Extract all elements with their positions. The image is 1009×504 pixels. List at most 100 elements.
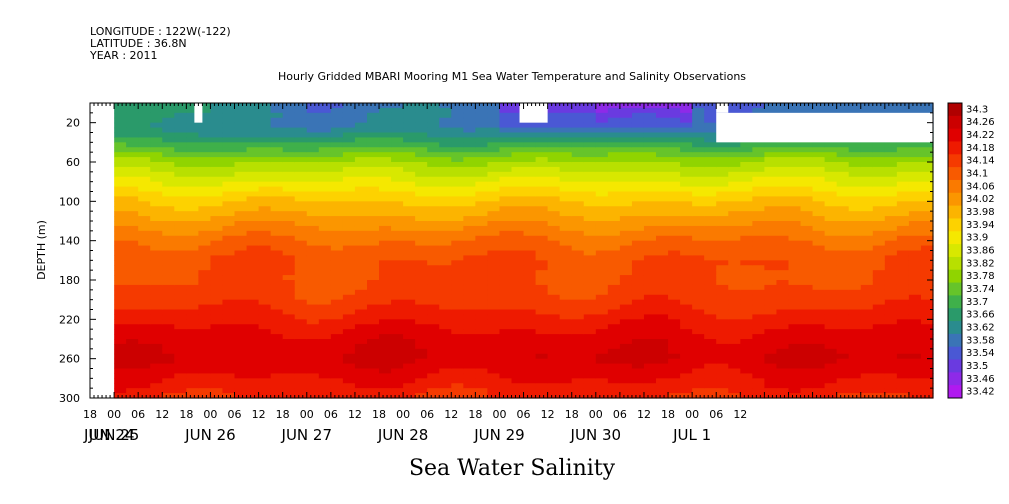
heatmap-cell [800, 166, 814, 173]
heatmap-cell [342, 368, 356, 375]
heatmap-cell [776, 368, 790, 375]
heatmap-cell [860, 152, 874, 158]
heatmap-cell [162, 137, 175, 143]
heatmap-cell [366, 127, 380, 134]
heatmap-cell [475, 127, 489, 134]
heatmap-cell [258, 221, 272, 227]
heatmap-cell [234, 245, 248, 252]
heatmap-cell [427, 270, 440, 276]
heatmap-cell [391, 265, 404, 271]
heatmap-cell [499, 260, 513, 266]
heatmap-cell [631, 289, 645, 296]
heatmap-cell [246, 206, 260, 212]
heatmap-cell [282, 245, 296, 252]
heatmap-cell [427, 393, 440, 399]
heatmap-cell [138, 393, 151, 399]
heatmap-cell [415, 162, 428, 168]
heatmap-cell [198, 304, 212, 311]
heatmap-cell [451, 216, 464, 222]
heatmap-cell [246, 132, 260, 139]
heatmap-cell [282, 142, 296, 148]
heatmap-cell [366, 334, 380, 340]
heatmap-cell [354, 137, 368, 143]
heatmap-cell [415, 122, 428, 129]
heatmap-cell [186, 240, 199, 247]
heatmap-cell [824, 353, 838, 360]
heatmap-cell [800, 373, 814, 379]
heatmap-cell [595, 181, 609, 188]
heatmap-cell [246, 245, 260, 252]
heatmap-cell [258, 329, 272, 335]
heatmap-cell [294, 181, 308, 188]
heatmap-cell [668, 255, 681, 261]
heatmap-cell [114, 117, 127, 124]
heatmap-cell [258, 107, 272, 114]
heatmap-cell [920, 186, 934, 193]
heatmap-cell [126, 206, 139, 212]
heatmap-cell [379, 240, 392, 247]
heatmap-cell [776, 240, 790, 247]
heatmap-cell [668, 275, 681, 281]
heatmap-cell [318, 142, 332, 148]
heatmap-cell [752, 176, 765, 183]
heatmap-cell [258, 265, 272, 271]
heatmap-cell [764, 339, 778, 345]
heatmap-cell [643, 112, 657, 119]
heatmap-cell [788, 171, 802, 178]
heatmap-cell [848, 368, 862, 375]
heatmap-cell [884, 196, 898, 202]
heatmap-cell [824, 206, 838, 212]
heatmap-cell [330, 388, 344, 394]
heatmap-cell [210, 289, 224, 296]
heatmap-cell [391, 196, 404, 202]
heatmap-cell [607, 132, 621, 139]
heatmap-cell [162, 171, 175, 178]
heatmap-cell [150, 373, 163, 379]
heatmap-cell [571, 235, 585, 242]
heatmap-cell [174, 289, 187, 296]
heatmap-cell [439, 339, 452, 345]
heatmap-cell [415, 294, 428, 301]
heatmap-cell [439, 176, 452, 183]
heatmap-cell [643, 329, 657, 335]
heatmap-cell [800, 181, 814, 188]
heatmap-cell [656, 137, 669, 143]
heatmap-cell [270, 112, 284, 119]
heatmap-cell [908, 211, 922, 217]
heatmap-cell [908, 103, 922, 109]
heatmap-cell [812, 211, 826, 217]
heatmap-cell [740, 147, 753, 153]
heatmap-cell [848, 191, 862, 198]
heatmap-cell [234, 284, 248, 291]
heatmap-cell [366, 250, 380, 257]
heatmap-cell [607, 299, 621, 306]
heatmap-cell [595, 112, 609, 119]
heatmap-cell [860, 270, 874, 276]
heatmap-cell [848, 314, 862, 320]
heatmap-cell [896, 107, 910, 114]
heatmap-cell [174, 275, 187, 281]
heatmap-cell [366, 299, 380, 306]
heatmap-cell [174, 245, 187, 252]
heatmap-cell [643, 181, 657, 188]
heatmap-cell [656, 270, 669, 276]
heatmap-cell [342, 260, 356, 266]
heatmap-cell [330, 147, 344, 153]
heatmap-cell [680, 363, 693, 370]
heatmap-cell [583, 225, 597, 232]
heatmap-cell [716, 171, 729, 178]
heatmap-cell [391, 260, 404, 266]
heatmap-cell [836, 201, 850, 207]
heatmap-cell [222, 137, 236, 143]
heatmap-cell [451, 314, 464, 320]
heatmap-cell [872, 235, 886, 242]
heatmap-cell [403, 368, 416, 375]
heatmap-cell [234, 250, 248, 257]
heatmap-cell [246, 383, 260, 389]
heatmap-cell [186, 270, 199, 276]
heatmap-cell [222, 225, 236, 232]
heatmap-cell [535, 373, 549, 379]
heatmap-cell [499, 117, 513, 124]
heatmap-cell [499, 343, 513, 350]
heatmap-cell [595, 324, 609, 330]
